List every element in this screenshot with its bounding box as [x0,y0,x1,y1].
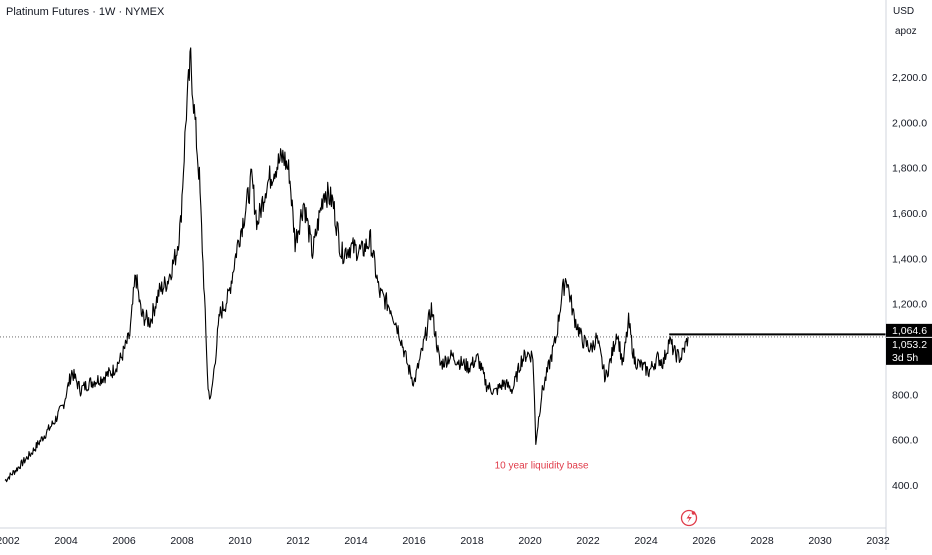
x-tick-label: 2024 [634,535,658,547]
user-label[interactable]: apoz [895,26,917,37]
y-tick-label: 1,600.0 [892,208,927,220]
x-tick-label: 2032 [866,535,890,547]
x-tick-label: 2012 [286,535,310,547]
x-tick-label: 2018 [460,535,484,547]
x-tick-label: 2002 [0,535,20,547]
y-tick-label: 1,400.0 [892,253,927,265]
x-tick-label: 2014 [344,535,368,547]
y-tick-label: 2,000.0 [892,117,927,129]
plot-layer [0,47,886,483]
y-tick-label: 1,800.0 [892,163,927,175]
tradingview-logo-icon [680,509,698,527]
x-tick-label: 2026 [692,535,716,547]
level-price-tag-text: 1,064.6 [892,325,927,337]
y-tick-label: 400.0 [892,480,918,492]
x-tick-label: 2006 [112,535,136,547]
x-tick-label: 2028 [750,535,774,547]
y-tick-label: 1,200.0 [892,299,927,311]
last-price-tag [886,337,932,365]
x-tick-label: 2010 [228,535,252,547]
y-tick-label: 800.0 [892,389,918,401]
bar-countdown-text: 3d 5h [892,352,918,364]
symbol-title[interactable]: Platinum Futures · 1W · NYMEX [6,6,165,18]
x-tick-label: 2004 [54,535,78,547]
annotation-layer: 10 year liquidity base [495,461,589,472]
last-price-tag-text: 1,053.2 [892,339,927,351]
x-tick-label: 2008 [170,535,194,547]
price-tag-layer: 1,064.6 1,053.23d 5h [886,323,932,365]
x-tick-label: 2020 [518,535,542,547]
y-tick-label: 2,200.0 [892,72,927,84]
x-tick-label: 2016 [402,535,426,547]
x-tick-label: 2022 [576,535,600,547]
level-price-tag [886,323,932,337]
y-tick-label: 600.0 [892,435,918,447]
currency-button[interactable]: USD [893,6,915,17]
x-tick-label: 2030 [808,535,832,547]
chart-annotation-text: 10 year liquidity base [495,461,589,472]
price-series-line [4,47,689,483]
